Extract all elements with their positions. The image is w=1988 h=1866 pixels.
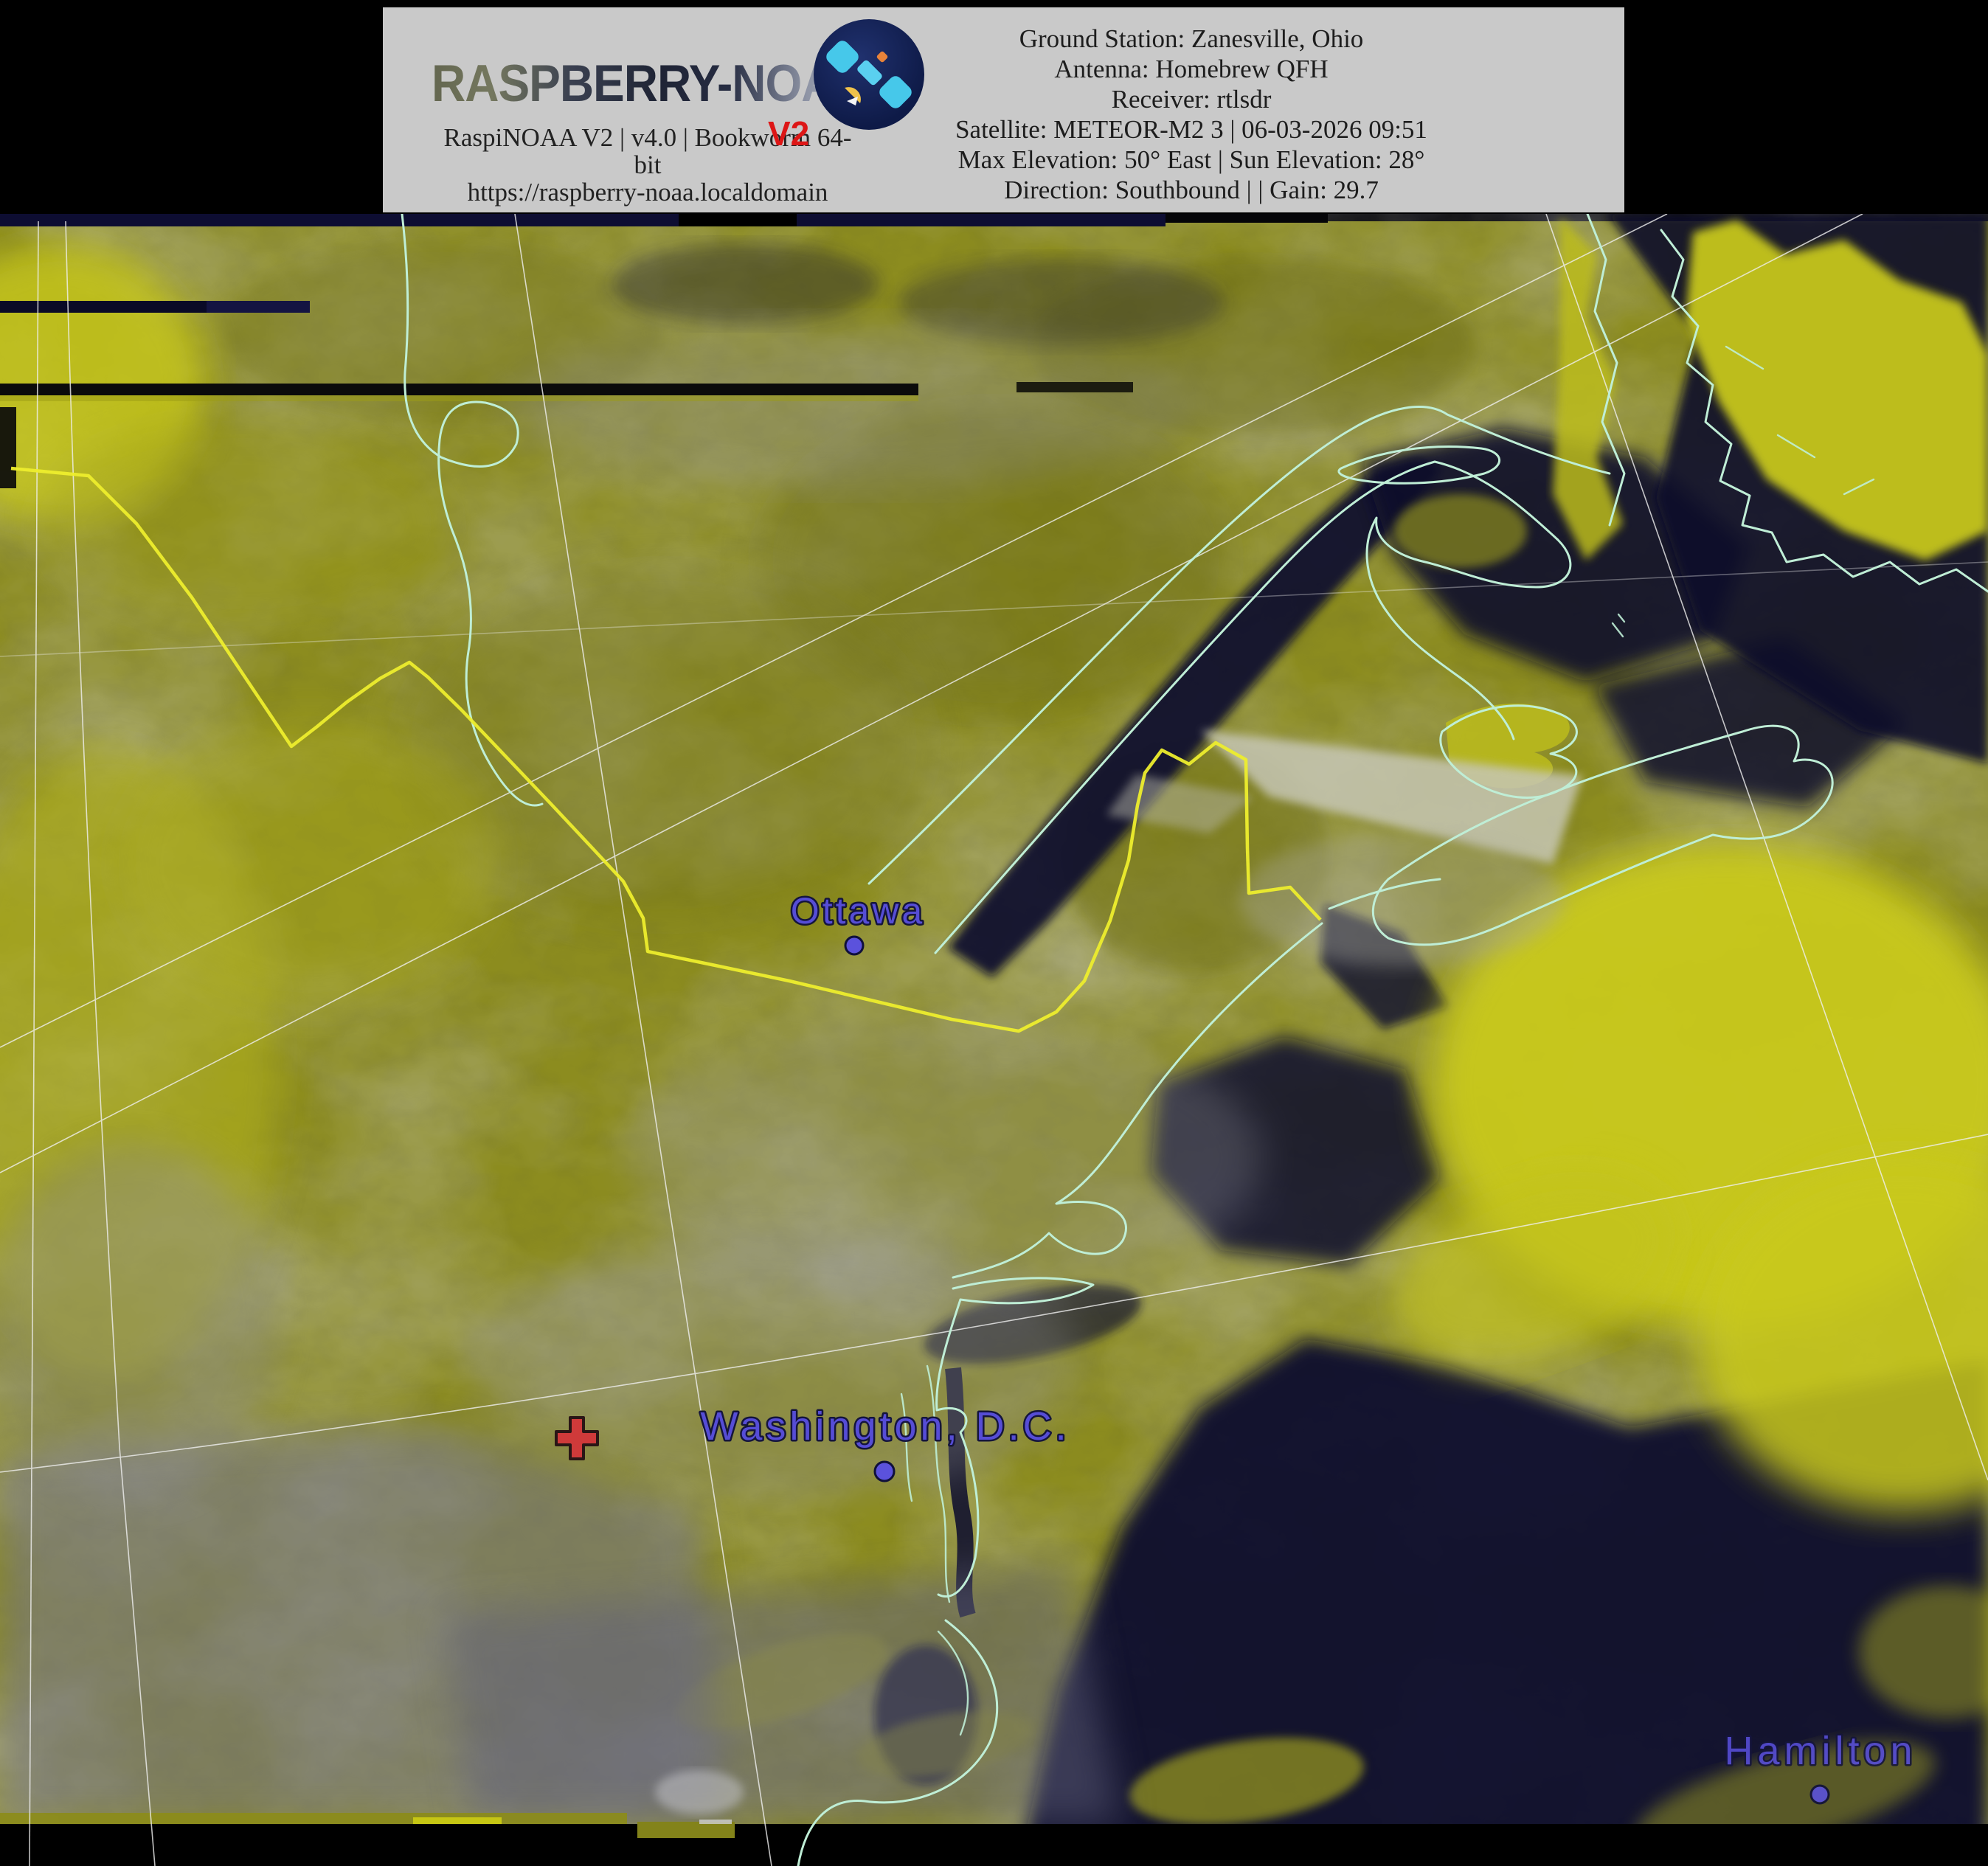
info-line-satellite: Satellite: METEOR-M2 3 | 06-03-2026 09:5… xyxy=(955,115,1427,144)
brand-version-label: V2 xyxy=(768,114,810,153)
brand-wordmark: RASPBERRY-NOAA xyxy=(432,54,869,113)
info-line-receiver: Receiver: rtlsdr xyxy=(1111,85,1272,114)
capture-info: Ground Station: Zanesville, Ohio Antenna… xyxy=(867,24,1516,205)
map-bottom-edge xyxy=(0,1813,1988,1866)
city-label-hamilton: Hamilton xyxy=(1724,1729,1916,1773)
satellite-map: Ottawa Washington, D.C. Hamilton xyxy=(0,214,1988,1866)
coastline-layer xyxy=(401,214,1988,1866)
city-dot-ottawa xyxy=(844,935,865,956)
station-url: https://raspberry-noaa.localdomain xyxy=(467,178,828,207)
satellite-badge-icon xyxy=(814,19,924,130)
header-banner: RASPBERRY-NOAA V2 RaspiNOAA V2 | v4.0 | … xyxy=(383,7,1624,212)
gray-cloud-regions xyxy=(0,325,1582,1824)
info-line-antenna: Antenna: Homebrew QFH xyxy=(1054,55,1329,83)
map-svg: Ottawa Washington, D.C. Hamilton xyxy=(0,214,1988,1866)
city-label-ottawa: Ottawa xyxy=(791,890,925,932)
station-software-info: RaspiNOAA V2 | v4.0 | Bookworm 64-bit ht… xyxy=(439,124,856,206)
city-label-washington-dc: Washington, D.C. xyxy=(700,1404,1070,1449)
city-dot-washington-dc xyxy=(873,1460,896,1482)
city-label-layer: Ottawa Washington, D.C. Hamilton xyxy=(555,889,1916,1805)
info-line-elevation: Max Elevation: 50° East | Sun Elevation:… xyxy=(957,145,1425,174)
info-line-ground-station: Ground Station: Zanesville, Ohio xyxy=(1019,24,1364,53)
app-version-line: RaspiNOAA V2 | v4.0 | Bookworm 64-bit xyxy=(443,123,852,179)
city-dot-hamilton xyxy=(1809,1784,1830,1805)
ground-station-marker-icon xyxy=(555,1416,599,1460)
border-layer xyxy=(10,466,1322,1033)
signal-glitch-bars xyxy=(0,214,1328,488)
brand-logo: RASPBERRY-NOAA V2 xyxy=(427,19,943,153)
info-line-direction-gain: Direction: Southbound | | Gain: 29.7 xyxy=(1004,176,1379,204)
